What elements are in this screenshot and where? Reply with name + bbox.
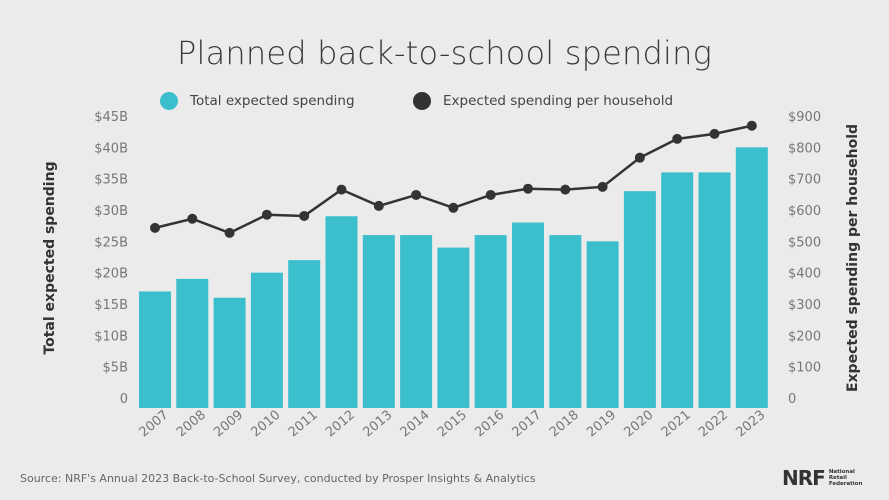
x-tick-label: 2022: [696, 408, 731, 441]
x-tick-label: 2012: [323, 408, 358, 441]
legend-label: Total expected spending: [190, 93, 355, 109]
y-tick-left: $40B: [94, 141, 128, 156]
y-tick-right: $100: [788, 361, 821, 376]
bar-2008: [176, 278, 209, 408]
point-2014: [411, 189, 422, 200]
bar-2007: [139, 291, 171, 408]
point-2007: [150, 222, 160, 233]
bar-2022: [698, 172, 731, 408]
y-tick-right: $800: [788, 141, 821, 156]
y-tick-left: $25B: [94, 235, 128, 250]
point-2009: [224, 227, 235, 238]
point-2021: [672, 133, 683, 144]
y-tick-right: 0: [788, 392, 796, 407]
point-2012: [336, 184, 347, 195]
y-tick-left: $30B: [94, 204, 128, 219]
bar-2009: [213, 297, 246, 408]
x-tick-label: 2016: [472, 408, 507, 441]
x-tick-label: 2019: [584, 408, 619, 441]
point-2016: [485, 189, 496, 200]
bar-2014: [400, 235, 433, 408]
point-2015: [448, 202, 459, 213]
nrf-logo: NRF National Retail Federation: [782, 466, 863, 490]
bar-2020: [623, 191, 656, 408]
bar-2010: [250, 272, 283, 408]
legend-label: Expected spending per household: [443, 93, 674, 109]
y-tick-right: $600: [788, 204, 821, 219]
legend-swatch-teal: [160, 92, 178, 110]
y-tick-right: $900: [788, 110, 821, 125]
bar-2019: [586, 241, 619, 408]
x-tick-label: 2020: [621, 408, 656, 441]
x-tick-label: 2010: [248, 408, 283, 441]
y-axis-label-right: Expected spending per household: [845, 124, 861, 392]
x-tick-label: 2017: [510, 408, 545, 441]
legend-item-bars: Total expected spending: [160, 92, 355, 110]
y-tick-right: $700: [788, 173, 821, 188]
x-tick-label: 2015: [435, 408, 470, 441]
y-tick-left: $20B: [94, 267, 128, 282]
y-tick-right: $200: [788, 329, 821, 344]
bar-2023: [735, 147, 768, 409]
y-tick-left: $10B: [94, 329, 128, 344]
point-2020: [634, 152, 645, 163]
y-tick-left: $35B: [94, 173, 128, 188]
legend-swatch-dark: [413, 92, 431, 110]
bar-2015: [437, 247, 470, 408]
y-axis-label-left: Total expected spending: [42, 161, 58, 354]
point-2018: [560, 184, 571, 195]
y-tick-left: 0: [120, 392, 128, 407]
x-tick-label: 2008: [174, 408, 209, 441]
legend-item-line: Expected spending per household: [413, 92, 673, 110]
bar-2012: [325, 216, 358, 408]
point-2022: [709, 128, 720, 139]
x-tick-label: 2014: [398, 408, 433, 441]
bar-2021: [661, 172, 694, 408]
y-tick-left: $15B: [94, 298, 128, 313]
y-tick-left: $45B: [94, 110, 128, 125]
x-tick-label: 2013: [360, 408, 395, 441]
x-tick-label: 2011: [286, 408, 321, 441]
x-tick-label: 2023: [733, 408, 768, 441]
bar-2016: [474, 235, 507, 408]
bar-2011: [288, 260, 321, 408]
chart-title: Planned back-to-school spending: [177, 34, 712, 72]
point-2008: [187, 213, 198, 224]
point-2013: [373, 200, 384, 211]
point-2017: [523, 183, 533, 194]
x-tick-label: 2018: [547, 408, 582, 441]
y-tick-right: $500: [788, 235, 821, 250]
point-2010: [261, 209, 272, 220]
bar-2017: [512, 222, 544, 408]
bar-2013: [362, 235, 395, 408]
point-2011: [299, 210, 310, 221]
x-tick-label: 2021: [659, 408, 694, 441]
point-2019: [597, 181, 608, 192]
source-note: Source: NRF's Annual 2023 Back-to-School…: [20, 472, 536, 485]
bar-2018: [549, 235, 582, 408]
y-tick-right: $300: [788, 298, 821, 313]
y-tick-left: $5B: [103, 361, 128, 376]
y-tick-right: $400: [788, 267, 821, 282]
x-tick-label: 2009: [211, 408, 246, 441]
point-2023: [746, 120, 757, 131]
x-tick-label: 2007: [137, 408, 172, 441]
